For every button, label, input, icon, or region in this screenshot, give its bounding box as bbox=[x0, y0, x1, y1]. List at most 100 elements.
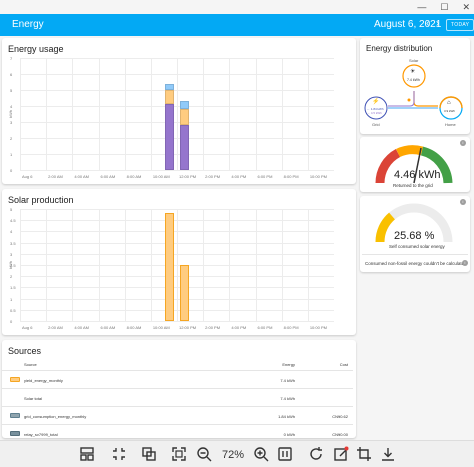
info-icon[interactable]: i bbox=[460, 199, 466, 205]
divider bbox=[362, 254, 468, 255]
x-tick-label: 10:00 AM bbox=[152, 174, 170, 179]
minimize-button[interactable]: — bbox=[417, 2, 427, 12]
x-tick-label: 2:00 AM bbox=[48, 174, 63, 179]
prev-day-button[interactable]: ‹ bbox=[426, 18, 430, 29]
edit-icon[interactable] bbox=[333, 446, 349, 462]
next-day-button[interactable]: › bbox=[436, 18, 440, 29]
fit-icon[interactable] bbox=[171, 446, 187, 462]
vertical-gridline bbox=[177, 58, 178, 170]
energy-usage-title: Energy usage bbox=[8, 44, 64, 54]
vertical-gridline bbox=[229, 58, 231, 170]
self-consumed-gauge-card: i 25.68 % Self consumed solar energy Con… bbox=[360, 196, 470, 272]
actual-size-icon[interactable] bbox=[277, 446, 293, 462]
x-tick-label: Aug 6 bbox=[22, 325, 33, 330]
x-tick-label: 4:00 PM bbox=[231, 174, 247, 179]
viewer-toolbar: 72% bbox=[0, 440, 474, 467]
grid-in-value: ← 1.84 kWh bbox=[367, 107, 384, 111]
x-tick-label: 2:00 PM bbox=[205, 174, 221, 179]
source-energy: 7.4 kWh bbox=[280, 396, 295, 401]
solar-to-home-line bbox=[413, 91, 438, 107]
source-energy: 7.4 kWh bbox=[280, 378, 295, 383]
info-icon[interactable]: i bbox=[462, 260, 468, 266]
table-row: yield_energy_monthly 7.4 kWh bbox=[2, 374, 353, 386]
vertical-gridline bbox=[124, 209, 126, 321]
source-name: yield_energy_monthly bbox=[24, 378, 63, 383]
x-tick-label: 6:00 AM bbox=[100, 325, 116, 330]
return-gauge-value: 4.46 kWh bbox=[394, 169, 441, 181]
app-header: Energy August 6, 2021 ‹ › TODAY bbox=[0, 14, 474, 36]
source-name: grid_consumption_energy_monthly bbox=[24, 414, 87, 419]
rotate-icon[interactable] bbox=[308, 446, 324, 462]
usage-bar bbox=[179, 125, 189, 170]
today-button[interactable]: TODAY bbox=[446, 19, 474, 31]
divider bbox=[2, 424, 353, 425]
crop-icon[interactable] bbox=[356, 446, 372, 462]
x-tick-label: 8:00 PM bbox=[283, 325, 299, 330]
x-tick-label: 4:00 AM bbox=[74, 174, 90, 179]
close-button[interactable]: ✕ bbox=[462, 1, 470, 12]
gridline bbox=[20, 321, 334, 322]
source-cost: CN¥0.62 bbox=[332, 414, 348, 419]
grid-icon: ⚡ bbox=[372, 99, 380, 105]
vertical-gridline bbox=[98, 58, 100, 170]
vertical-gridline bbox=[72, 209, 74, 321]
vertical-gridline bbox=[20, 209, 21, 321]
vertical-gridline bbox=[46, 58, 48, 170]
x-tick-label: 2:00 AM bbox=[48, 325, 63, 330]
divider bbox=[2, 406, 353, 407]
source-name: Solar total bbox=[24, 396, 43, 401]
zoom-level: 72% bbox=[222, 449, 245, 461]
download-icon[interactable] bbox=[380, 446, 396, 462]
divider bbox=[2, 388, 353, 389]
energy-distribution-card: Energy distribution Solar ☀ 7.4 kWh ⚡ ← … bbox=[360, 38, 470, 134]
y-tick-label: 0.5 bbox=[10, 307, 16, 313]
usage-bar bbox=[179, 101, 189, 110]
usage-bar bbox=[179, 109, 189, 126]
source-energy: 0 kWh bbox=[283, 432, 295, 437]
info-icon[interactable]: i bbox=[460, 140, 466, 146]
solar-value: 7.4 kWh bbox=[407, 78, 420, 82]
compare-icon[interactable] bbox=[141, 446, 157, 462]
color-swatch bbox=[10, 377, 20, 382]
y-tick-label: 5 bbox=[10, 207, 13, 212]
x-tick-label: 8:00 PM bbox=[283, 174, 299, 179]
vertical-gridline bbox=[281, 209, 283, 321]
x-tick-label: 4:00 PM bbox=[231, 325, 247, 330]
y-tick-label: 1.5 bbox=[10, 285, 16, 291]
vertical-gridline bbox=[150, 58, 152, 170]
vertical-gridline bbox=[46, 209, 48, 321]
y-axis-label: kWh bbox=[8, 261, 13, 269]
maximize-button[interactable]: ☐ bbox=[440, 1, 449, 12]
usage-bar bbox=[165, 90, 175, 105]
vertical-gridline bbox=[229, 209, 231, 321]
shrink-icon[interactable] bbox=[111, 446, 127, 462]
vertical-gridline bbox=[177, 209, 178, 321]
table-row: Solar total 7.4 kWh bbox=[2, 392, 353, 404]
grid-label: Grid bbox=[372, 122, 380, 127]
energy-usage-card: Energy usage 0 1 2 3 4 5 6 7 Aug 6 2:00 AM 4:00 AM… bbox=[2, 38, 356, 184]
zoom-in-icon[interactable] bbox=[253, 446, 269, 462]
return-gauge bbox=[375, 145, 453, 184]
solar-label: Solar bbox=[409, 58, 419, 63]
distribution-diagram bbox=[364, 64, 463, 120]
x-tick-label: 8:00 AM bbox=[126, 325, 142, 330]
non-fossil-note: Consumed non-fossil energy couldn't be c… bbox=[365, 261, 467, 266]
y-tick-label: 1 bbox=[10, 296, 13, 302]
divider bbox=[2, 370, 353, 371]
layout-icon[interactable] bbox=[79, 446, 95, 462]
x-tick-label: 12:00 PM bbox=[179, 174, 197, 179]
y-tick-label: 3 bbox=[10, 120, 13, 125]
x-tick-label: 10:00 AM bbox=[152, 325, 170, 330]
y-tick-label: 2.5 bbox=[10, 263, 16, 268]
vertical-gridline bbox=[307, 58, 309, 170]
x-tick-label: 2:00 PM bbox=[205, 325, 221, 330]
solar-bar bbox=[165, 213, 175, 321]
date-display: August 6, 2021 bbox=[374, 19, 442, 30]
home-icon: ⌂ bbox=[447, 100, 451, 106]
self-consumed-caption: Self consumed solar energy bbox=[389, 244, 445, 249]
y-tick-label: 4 bbox=[10, 229, 13, 235]
energy-usage-chart: 0 1 2 3 4 5 6 7 Aug 6 2:00 AM 4:00 AM 6:00 AM 8:00 A… bbox=[2, 38, 356, 184]
zoom-out-icon[interactable] bbox=[196, 446, 212, 462]
grid-return-gauge-card: i 4.46 kWh Returned to the grid bbox=[360, 137, 470, 192]
window-controls: — ☐ ✕ bbox=[417, 0, 470, 14]
